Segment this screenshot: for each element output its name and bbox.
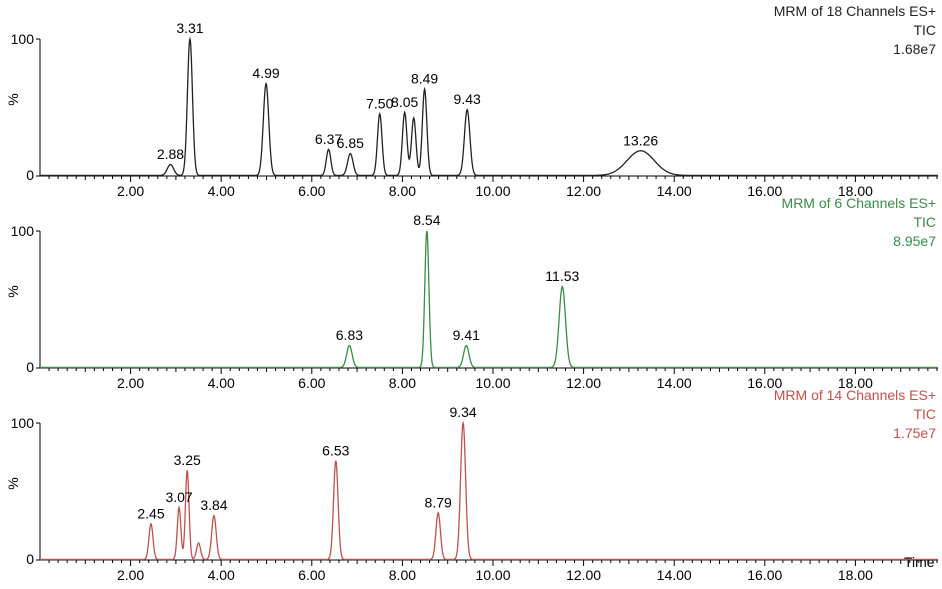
x-tick-label: 18.00: [838, 375, 873, 391]
y-axis-label: %: [5, 93, 21, 105]
panel-header-line: TIC: [913, 214, 936, 230]
x-tick-label: 18.00: [838, 567, 873, 583]
x-tick-label: 4.00: [208, 567, 235, 583]
y-tick-label-100: 100: [11, 31, 35, 47]
peak-label: 8.54: [413, 212, 440, 228]
panel-header-line: TIC: [913, 406, 936, 422]
x-tick-label: 10.00: [475, 183, 510, 199]
peak-label: 8.79: [425, 494, 452, 510]
y-tick-label-0: 0: [26, 167, 34, 183]
peak-label: 6.37: [315, 131, 342, 147]
peak-label: 3.25: [174, 452, 201, 468]
x-tick-label: 2.00: [117, 375, 144, 391]
peak-label: 4.99: [252, 65, 279, 81]
x-tick-label: 2.00: [117, 567, 144, 583]
panel-header-line: MRM of 6 Channels ES+: [782, 195, 936, 211]
panel-header-line: MRM of 18 Channels ES+: [774, 3, 936, 19]
peak-label: 3.07: [165, 489, 192, 505]
x-tick-label: 12.00: [566, 375, 601, 391]
y-tick-label-100: 100: [11, 223, 35, 239]
trace-line: [40, 36, 938, 177]
x-tick-label: 6.00: [298, 375, 325, 391]
panel-header-line: 8.95e7: [893, 233, 936, 249]
x-tick-label: 16.00: [747, 183, 782, 199]
peak-label: 2.88: [157, 146, 184, 162]
x-tick-label: 14.00: [657, 375, 692, 391]
trace-line: [40, 230, 938, 369]
x-tick-label: 2.00: [117, 183, 144, 199]
peak-label: 6.83: [336, 327, 363, 343]
peak-label: 9.41: [453, 327, 480, 343]
y-axis-label: %: [5, 285, 21, 297]
peak-label: 8.05: [391, 94, 418, 110]
x-tick-label: 18.00: [838, 183, 873, 199]
x-tick-label: 8.00: [389, 375, 416, 391]
peak-label: 11.53: [545, 268, 579, 284]
x-tick-label: 4.00: [208, 375, 235, 391]
x-tick-label: 12.00: [566, 183, 601, 199]
x-tick-label: 16.00: [747, 375, 782, 391]
y-tick-label-100: 100: [11, 415, 35, 431]
peak-label: 3.84: [200, 497, 227, 513]
x-tick-label: 8.00: [389, 567, 416, 583]
x-tick-label: 8.00: [389, 183, 416, 199]
x-tick-label: 16.00: [747, 567, 782, 583]
trace-line: [40, 420, 938, 561]
panel-header-line: 1.68e7: [893, 41, 936, 57]
peak-label: 9.43: [454, 91, 481, 107]
peak-label: 7.50: [366, 95, 393, 111]
panel-header-line: 1.75e7: [893, 425, 936, 441]
peak-label: 8.49: [411, 71, 438, 87]
x-tick-label: 6.00: [298, 183, 325, 199]
panel-header-line: TIC: [913, 22, 936, 38]
y-tick-label-0: 0: [26, 551, 34, 567]
peak-label: 13.26: [623, 132, 658, 148]
x-tick-label: 14.00: [657, 183, 692, 199]
panel-header-line: MRM of 14 Channels ES+: [774, 387, 936, 403]
y-axis-label: %: [5, 477, 21, 489]
peak-label: 6.85: [337, 135, 364, 151]
peak-label: 3.31: [176, 20, 203, 36]
x-axis-label: Time: [904, 554, 935, 570]
x-tick-label: 10.00: [475, 567, 510, 583]
peak-label: 2.45: [137, 505, 164, 521]
x-tick-label: 10.00: [475, 375, 510, 391]
x-tick-label: 12.00: [566, 567, 601, 583]
peak-label: 6.53: [322, 442, 349, 458]
y-tick-label-0: 0: [26, 359, 34, 375]
x-tick-label: 14.00: [657, 567, 692, 583]
x-tick-label: 4.00: [208, 183, 235, 199]
x-tick-label: 6.00: [298, 567, 325, 583]
peak-label: 9.34: [449, 404, 476, 420]
